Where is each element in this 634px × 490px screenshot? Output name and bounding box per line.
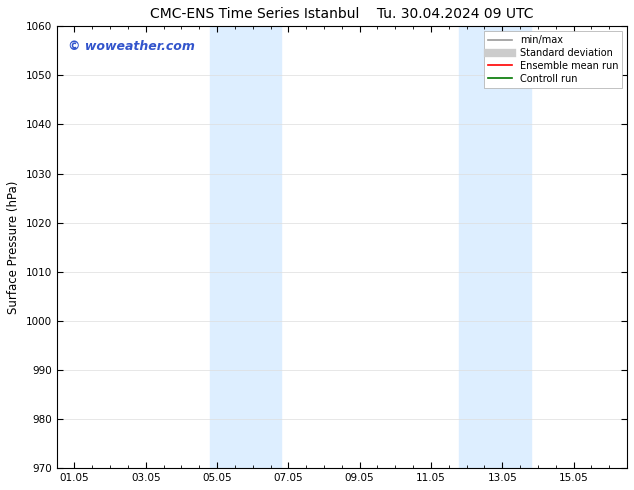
Bar bbox=[210, 26, 281, 468]
Legend: min/max, Standard deviation, Ensemble mean run, Controll run: min/max, Standard deviation, Ensemble me… bbox=[484, 31, 622, 88]
Y-axis label: Surface Pressure (hPa): Surface Pressure (hPa) bbox=[7, 180, 20, 314]
Title: CMC-ENS Time Series Istanbul    Tu. 30.04.2024 09 UTC: CMC-ENS Time Series Istanbul Tu. 30.04.2… bbox=[150, 7, 534, 21]
Bar bbox=[460, 26, 531, 468]
Text: © woweather.com: © woweather.com bbox=[68, 40, 195, 52]
